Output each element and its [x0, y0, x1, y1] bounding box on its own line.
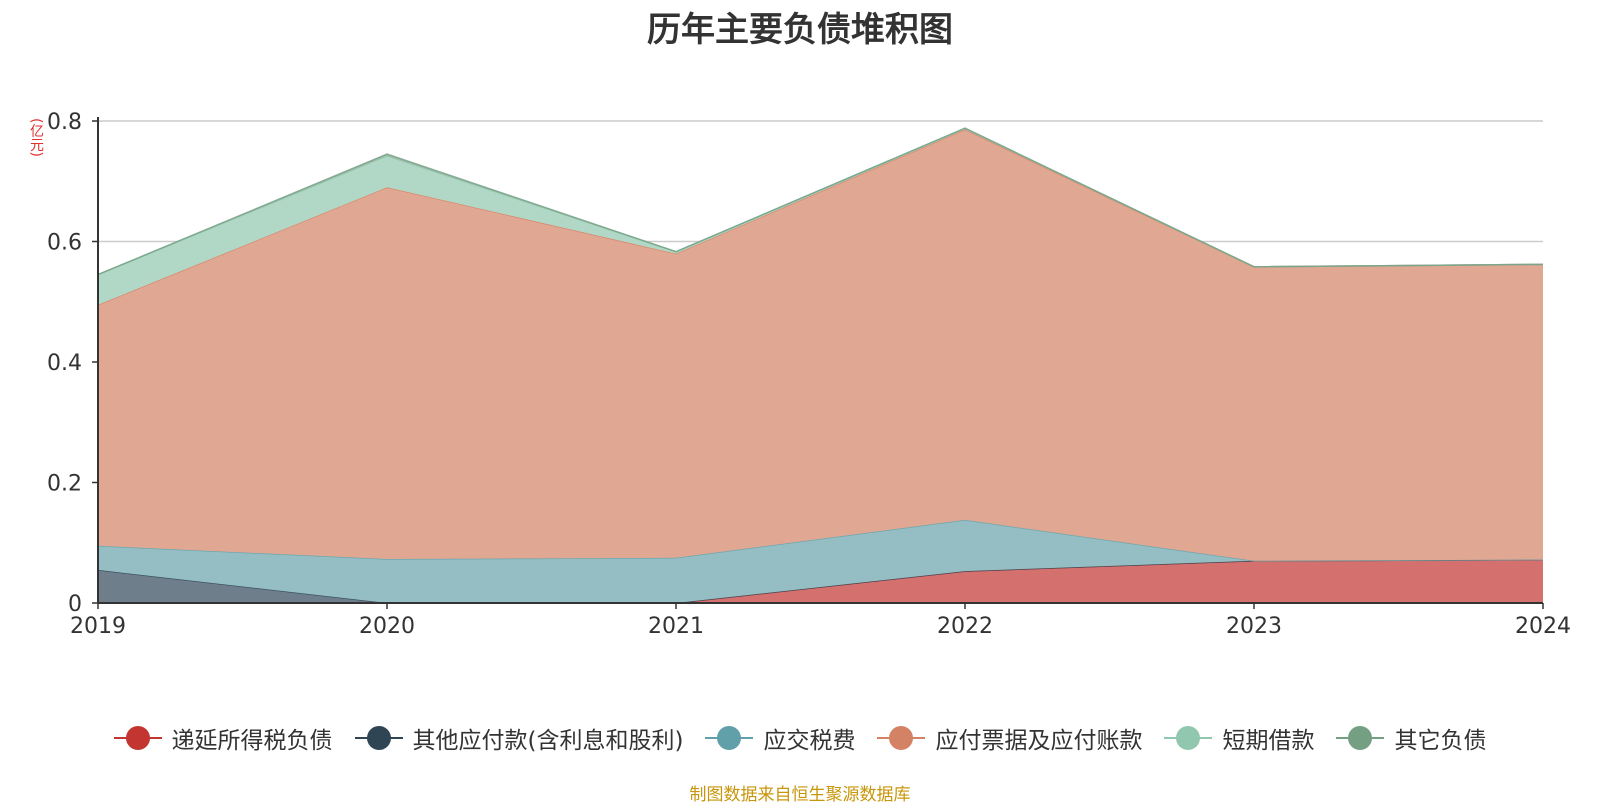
y-tick-label: 0.4	[47, 351, 82, 376]
legend-item-3[interactable]: 应付票据及应付账款	[877, 721, 1142, 755]
area-series-line-5	[97, 127, 1544, 276]
area-series-0	[98, 559, 1543, 603]
x-tick-label: 2021	[648, 614, 704, 639]
legend-item-0[interactable]: 递延所得税负债	[113, 721, 333, 755]
legend-marker-icon	[354, 725, 403, 751]
x-tick-label: 2022	[937, 614, 993, 639]
y-tick-label: 0	[68, 592, 82, 617]
stacked-area-chart: 0 0.2 0.4 0.6 0.8 2019 2020 2021 2022 2023 2024	[47, 110, 1571, 639]
legend-label: 其他应付款(含利息和股利)	[412, 728, 684, 754]
y-tick-label: 0.8	[47, 110, 82, 135]
x-tick-label: 2020	[359, 614, 415, 639]
y-axis-unit-label: (亿元)	[28, 118, 44, 157]
area-series-3	[98, 129, 1543, 561]
legend-marker-icon	[113, 725, 162, 751]
legend-label: 应交税费	[763, 728, 856, 754]
legend-label: 递延所得税负债	[171, 728, 333, 754]
x-tick-label: 2023	[1226, 614, 1282, 639]
legend: 递延所得税负债 其他应付款(含利息和股利) 应交税费 应付票据及应付账款 短期借款 其它负…	[0, 718, 1600, 758]
source-note: 制图数据来自恒生聚源数据库	[689, 785, 911, 805]
chart-title: 历年主要负债堆积图	[647, 10, 953, 50]
legend-marker-icon	[705, 725, 754, 751]
x-tick-label: 2019	[70, 614, 126, 639]
legend-item-4[interactable]: 短期借款	[1164, 721, 1314, 755]
legend-item-5[interactable]: 其它负债	[1336, 721, 1486, 755]
legend-marker-icon	[1164, 725, 1213, 751]
legend-marker-icon	[877, 725, 926, 751]
y-tick-label: 0.2	[47, 472, 82, 497]
legend-label: 短期借款	[1222, 728, 1315, 754]
axes: 0 0.2 0.4 0.6 0.8 2019 2020 2021 2022 2023 2024	[47, 110, 1571, 639]
area-series-1	[98, 559, 1543, 603]
legend-label: 应付票据及应付账款	[935, 728, 1143, 754]
area-series-layer	[97, 127, 1544, 604]
y-tick-label: 0.6	[47, 231, 82, 256]
legend-label: 其它负债	[1394, 728, 1487, 754]
legend-marker-icon	[1336, 725, 1385, 751]
legend-item-1[interactable]: 其他应付款(含利息和股利)	[354, 721, 684, 755]
legend-item-2[interactable]: 应交税费	[705, 721, 855, 755]
x-tick-label: 2024	[1515, 614, 1571, 639]
area-series-2	[98, 519, 1543, 603]
